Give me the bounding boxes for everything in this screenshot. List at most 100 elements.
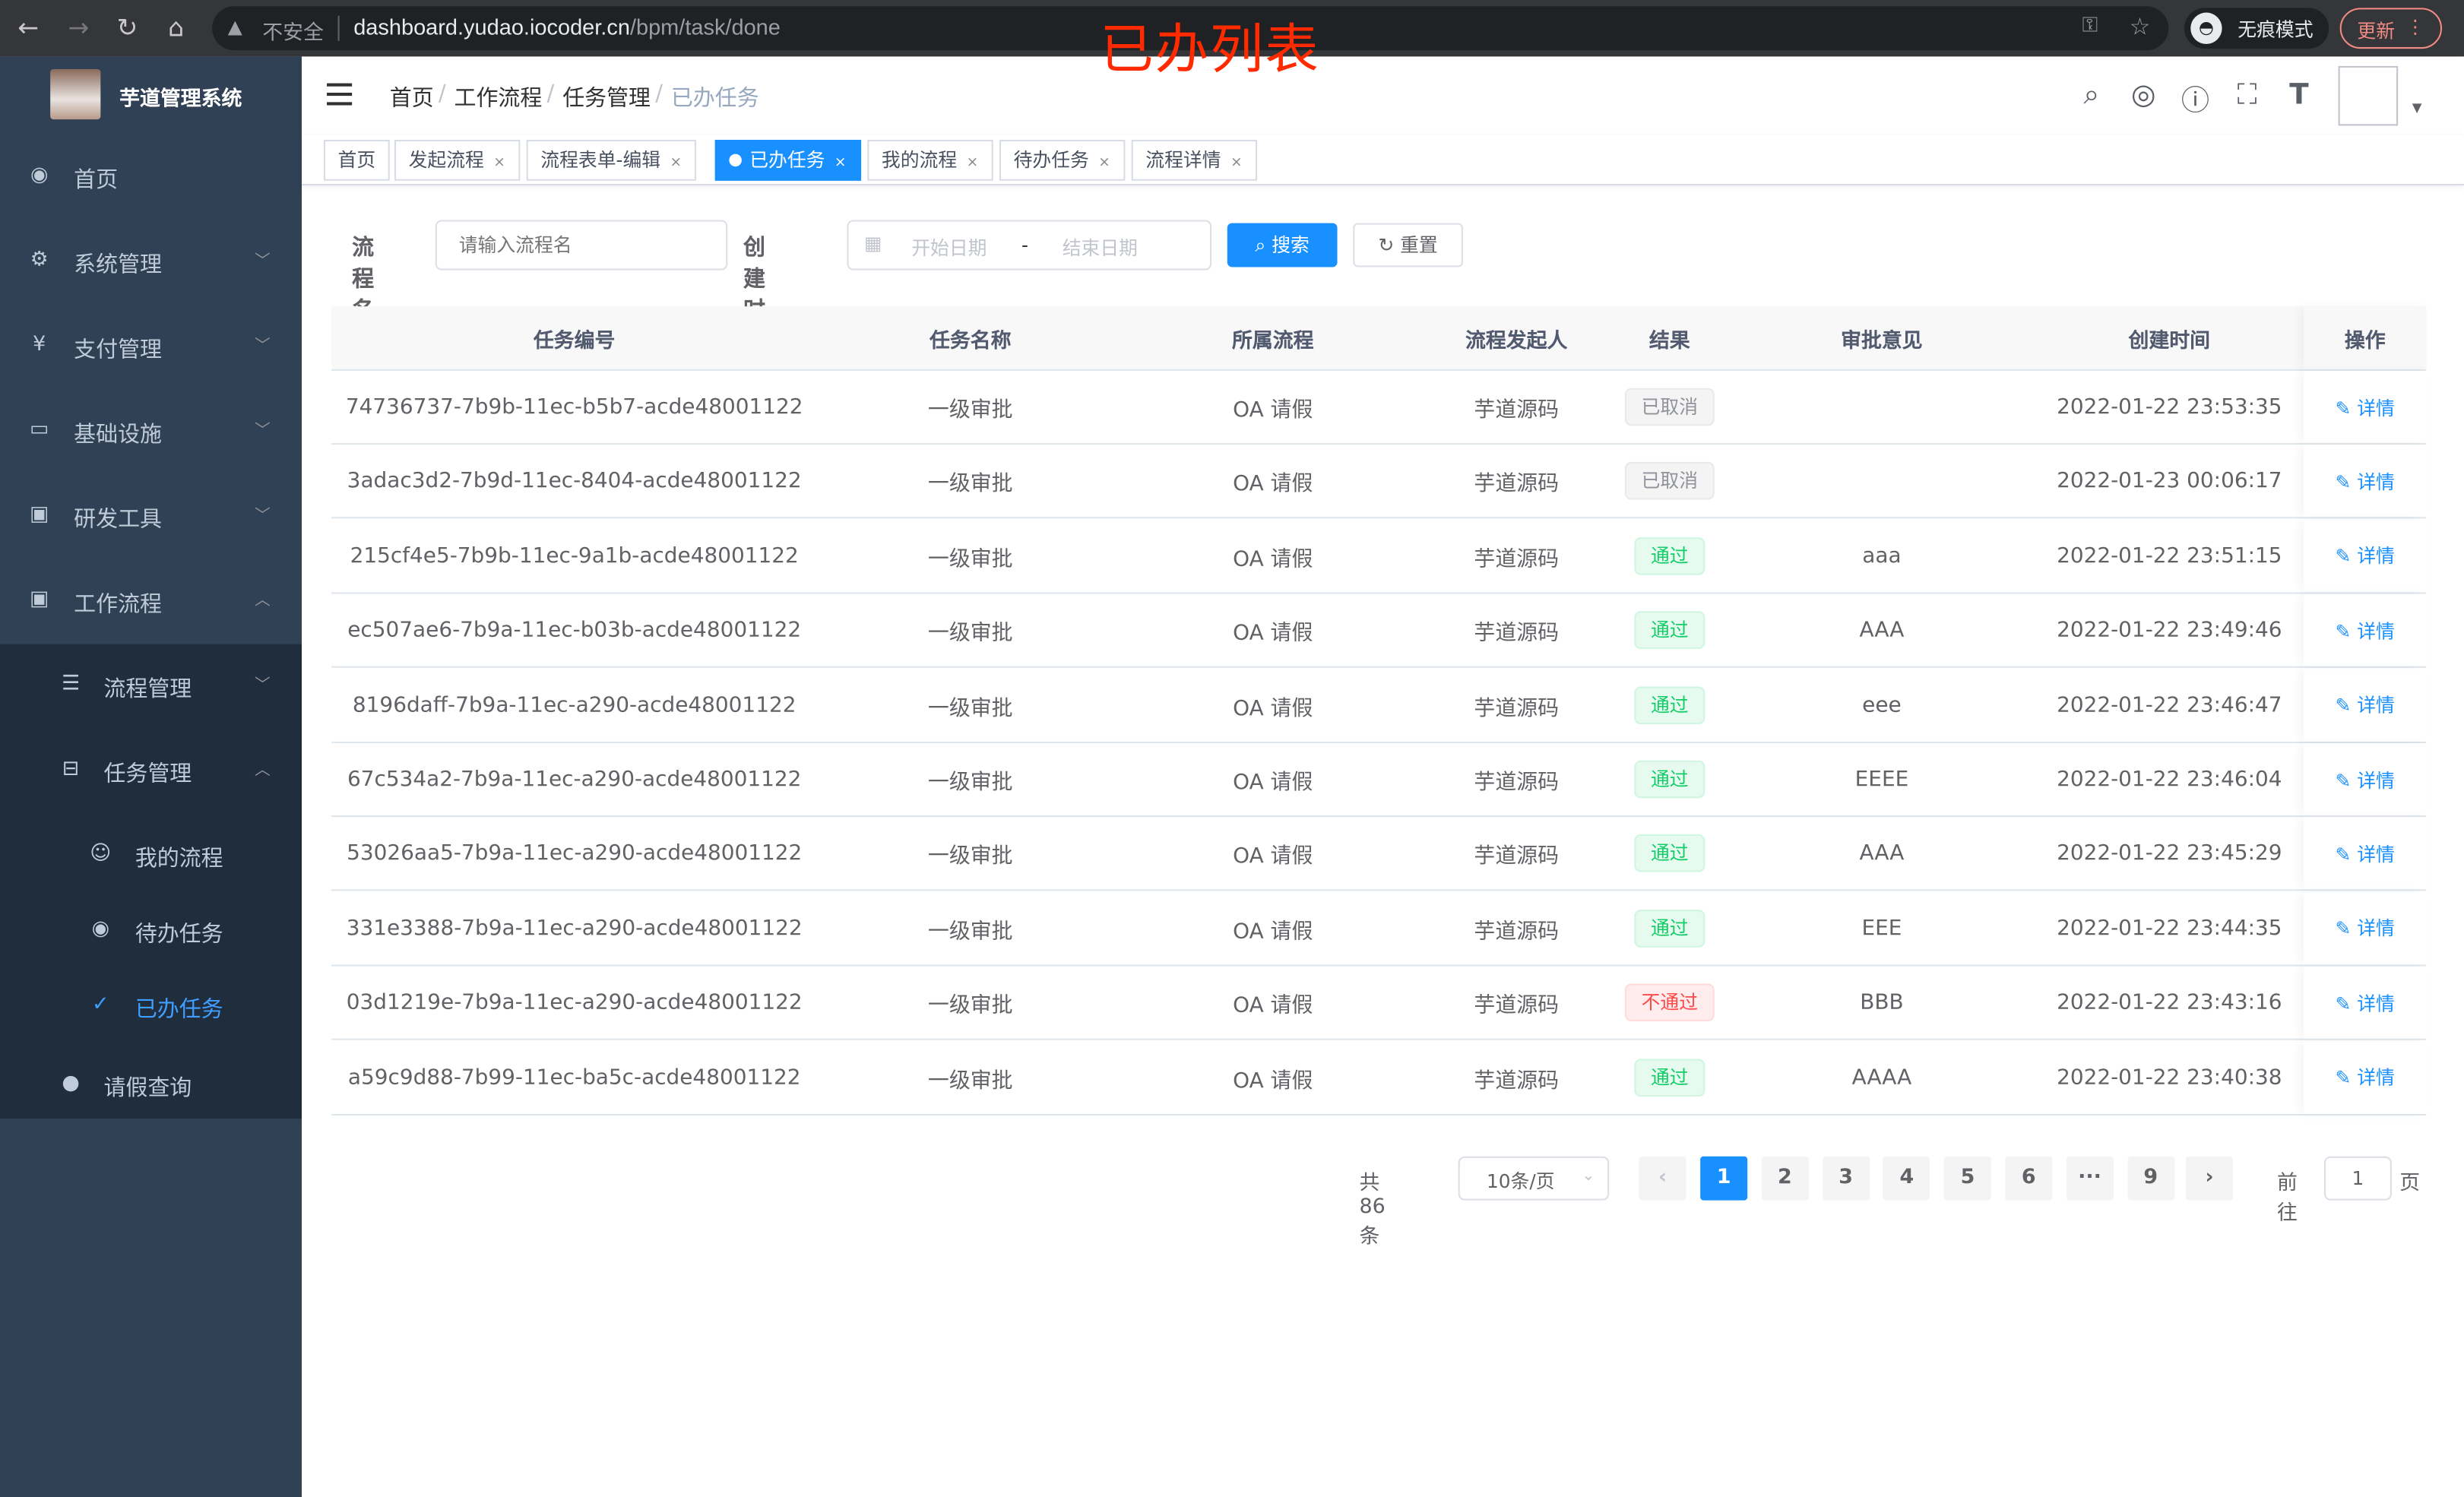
result-badge: 已取消 — [1625, 388, 1714, 426]
close-icon[interactable]: × — [1230, 155, 1243, 172]
tag-3[interactable]: 已办任务 × — [714, 140, 861, 181]
caret-down-icon[interactable]: ▼ — [2412, 100, 2422, 115]
submenu: ☰ 流程管理 ﹀ ⊟ 任务管理 ︿ ☺ 我的流程 ◉ 待办任务 ✓ 已办任务 ● 请假查询 — [0, 644, 302, 1119]
incognito-badge[interactable]: ◓ 无痕模式 — [2184, 8, 2329, 49]
detail-link[interactable]: ✎ 详情 — [2336, 543, 2395, 569]
reset-button[interactable]: ↻ 重置 — [1353, 223, 1463, 267]
edit-icon: ✎ — [2335, 620, 2358, 643]
back-icon[interactable]: ← — [17, 12, 40, 43]
more-pages-button[interactable]: ··· — [2066, 1156, 2114, 1201]
table-header: 任务编号 任务名称 所属流程 流程发起人 结果 审批意见 创建时间 操作 — [331, 306, 2427, 371]
page-button[interactable]: 1 — [1700, 1156, 1748, 1201]
sidebar-item[interactable]: ◉ 待办任务 — [0, 889, 302, 974]
forward-icon[interactable]: → — [68, 12, 90, 43]
column-header: 所属流程 — [1231, 329, 1314, 353]
star-icon[interactable]: ☆ — [2129, 12, 2151, 41]
page-button[interactable]: 6 — [2005, 1156, 2053, 1201]
tag-2[interactable]: 流程表单-编辑 × — [526, 140, 696, 181]
fullscreen-icon[interactable]: ⛶ — [2237, 78, 2257, 112]
cell-name: 一级审批 — [927, 1068, 1013, 1093]
sidebar-item[interactable]: ● 请假查询 — [0, 1043, 302, 1128]
cell-time: 2022-01-22 23:51:15 — [2057, 543, 2282, 569]
avatar[interactable] — [2338, 65, 2399, 126]
detail-link[interactable]: ✎ 详情 — [2336, 692, 2395, 718]
tag-5[interactable]: 待办任务 × — [999, 140, 1125, 181]
sidebar-item[interactable]: ☺ 我的流程 — [0, 814, 302, 899]
process-name-input[interactable] — [435, 220, 728, 271]
sidebar-item-label: 任务管理 — [103, 761, 192, 787]
cell-process: OA 请假 — [1233, 695, 1313, 721]
breadcrumb-item[interactable]: 工作流程 — [454, 86, 543, 112]
page-button[interactable]: 5 — [1944, 1156, 1992, 1201]
breadcrumb-item[interactable]: 首页 — [389, 86, 434, 112]
close-icon[interactable]: × — [493, 155, 505, 172]
search-button-label: 搜索 — [1272, 234, 1310, 257]
sidebar-item[interactable]: ◉ 首页 — [0, 135, 302, 220]
goto-page-input[interactable]: 1 — [2323, 1156, 2392, 1201]
end-date[interactable]: 结束日期 — [1062, 237, 1138, 260]
column-header: 创建时间 — [2128, 329, 2211, 353]
column-header: 任务名称 — [929, 329, 1012, 353]
column-header: 任务编号 — [533, 329, 616, 353]
address-bar[interactable]: ▲ 不安全 dashboard.yudao.iocoder.cn/bpm/tas… — [212, 6, 2169, 51]
sidebar-item[interactable]: ✓ 已办任务 — [0, 965, 302, 1050]
home-icon[interactable]: ⌂ — [168, 12, 185, 43]
sidebar-item-label: 研发工具 — [74, 507, 162, 533]
close-icon[interactable]: × — [966, 155, 979, 172]
font-size-icon[interactable]: T — [2289, 78, 2309, 112]
close-icon[interactable]: × — [670, 155, 683, 172]
start-date[interactable]: 开始日期 — [911, 237, 987, 260]
next-page-button[interactable]: › — [2186, 1156, 2234, 1201]
tag-label: 发起流程 — [408, 149, 484, 172]
tag-0[interactable]: 首页 — [323, 140, 390, 181]
sidebar-item[interactable]: ▣ 研发工具 ﹀ — [0, 474, 302, 559]
hamburger-icon[interactable] — [327, 83, 353, 106]
page-button[interactable]: 9 — [2127, 1156, 2174, 1201]
monitor-icon: ▭ — [29, 417, 49, 442]
tag-6[interactable]: 流程详情 × — [1131, 140, 1257, 181]
sidebar-item[interactable]: ¥ 支付管理 ﹀ — [0, 305, 302, 390]
detail-link[interactable]: ✎ 详情 — [2336, 840, 2395, 867]
close-icon[interactable]: × — [834, 155, 847, 172]
key-icon[interactable]: ⚿ — [2082, 14, 2098, 38]
tag-1[interactable]: 发起流程 × — [394, 140, 520, 181]
cell-comment: aaa — [1862, 543, 1902, 569]
search-icon[interactable]: ⌕ — [2083, 78, 2100, 112]
page-button[interactable]: 2 — [1761, 1156, 1809, 1201]
sidebar-item[interactable]: ☰ 流程管理 ﹀ — [0, 644, 302, 730]
edit-icon: ✎ — [2335, 918, 2358, 941]
page-size-select[interactable]: 10条/页 ⌄ — [1458, 1156, 1610, 1201]
detail-link[interactable]: ✎ 详情 — [2336, 468, 2395, 495]
github-icon[interactable]: ◎ — [2130, 78, 2156, 112]
cell-comment: EEE — [1861, 915, 1902, 942]
detail-link[interactable]: ✎ 详情 — [2336, 915, 2395, 942]
sidebar-item[interactable]: ⚙ 系统管理 ﹀ — [0, 220, 302, 305]
cell-id: 3adac3d2-7b9d-11ec-8404-acde48001122 — [347, 468, 802, 495]
prev-page-button[interactable]: ‹ — [1639, 1156, 1686, 1201]
sidebar-item[interactable]: ⊟ 任务管理 ︿ — [0, 729, 302, 814]
detail-link[interactable]: ✎ 详情 — [2336, 989, 2395, 1016]
page-button[interactable]: 3 — [1822, 1156, 1870, 1201]
tag-4[interactable]: 我的流程 × — [867, 140, 993, 181]
page-button[interactable]: 4 — [1883, 1156, 1930, 1201]
reload-icon[interactable]: ↻ — [116, 12, 138, 43]
detail-link[interactable]: ✎ 详情 — [2336, 1064, 2395, 1090]
close-icon[interactable]: × — [1098, 155, 1110, 172]
date-range-picker[interactable]: ▦ 开始日期 - 结束日期 — [847, 220, 1212, 271]
chevron-down-icon: ﹀ — [254, 423, 271, 440]
detail-link[interactable]: ✎ 详情 — [2336, 617, 2395, 644]
search-icon: ⌕ — [1255, 234, 1272, 257]
detail-link[interactable]: ✎ 详情 — [2336, 766, 2395, 793]
help-icon[interactable]: ⓘ — [2181, 84, 2210, 119]
detail-label: 详情 — [2357, 1067, 2395, 1090]
breadcrumb-item[interactable]: 任务管理 — [562, 86, 651, 112]
update-button[interactable]: 更新 ⋮ — [2339, 8, 2443, 49]
sidebar-item-label: 基础设施 — [74, 423, 162, 448]
detail-link[interactable]: ✎ 详情 — [2336, 394, 2395, 420]
search-button[interactable]: ⌕ 搜索 — [1227, 223, 1338, 267]
sidebar-item[interactable]: ▭ 基础设施 ﹀ — [0, 390, 302, 475]
cell-op: ✎ 详情 — [2304, 370, 2427, 444]
sidebar-item[interactable]: ▣ 工作流程 ︿ — [0, 559, 302, 644]
sidebar-item-label: 我的流程 — [135, 847, 223, 872]
cell-name: 一级审批 — [927, 770, 1013, 796]
